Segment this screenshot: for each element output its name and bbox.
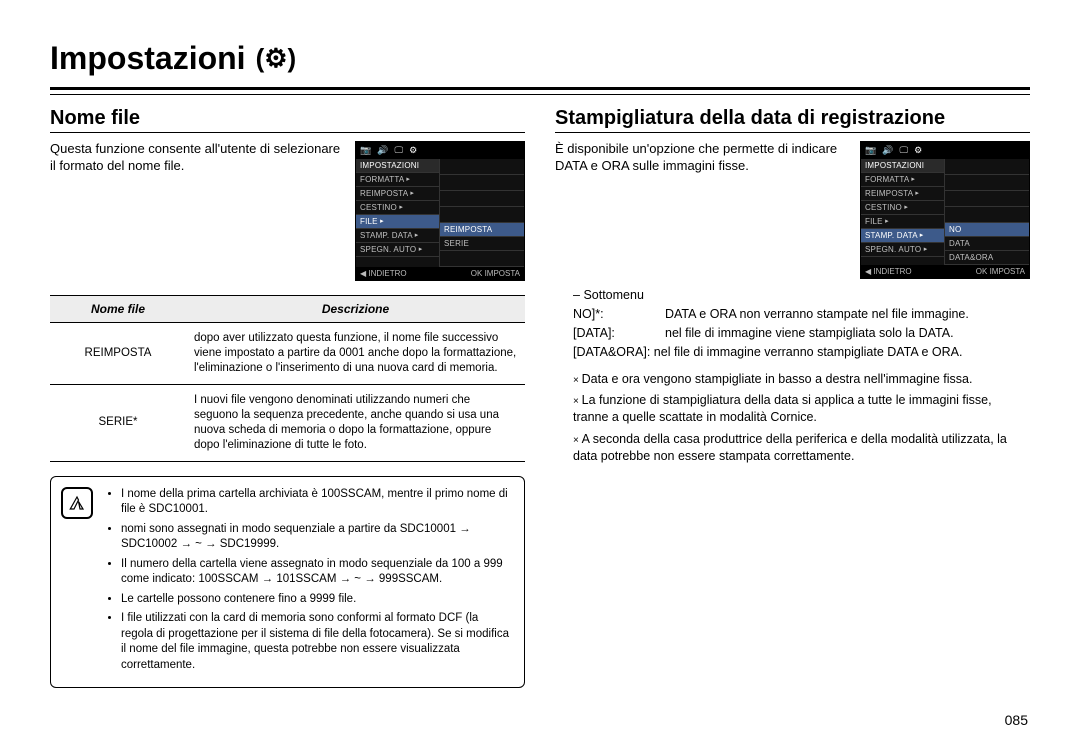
camera-menu-screenshot-left: 📷 🔊 🖵 ⚙ IMPOSTAZIONIFORMATTA ▸REIMPOSTA … [355,141,525,281]
table-header-desc: Descrizione [186,296,525,323]
gear-icon: ⚙ [914,145,922,156]
display-icon: 🖵 [899,145,908,156]
cam-top-icons: 📷 🔊 🖵 ⚙ [861,142,1029,159]
cam-grid: IMPOSTAZIONIFORMATTA ▸REIMPOSTA ▸CESTINO… [356,159,524,267]
cam-menu-row: CESTINO ▸ [356,201,439,215]
right-column: Stampigliatura della data di registrazio… [555,107,1030,688]
table-cell-desc: dopo aver utilizzato questa funzione, il… [186,323,525,385]
cam-menu-row: CESTINO ▸ [861,201,944,215]
sound-icon: 🔊 [882,145,893,156]
submenu-key: NO]*: [573,306,659,323]
cam-menu-row: REIMPOSTA ▸ [356,187,439,201]
cam-back-label: ◀ INDIETRO [360,269,407,278]
right-intro-row: È disponibile un'opzione che permette di… [555,141,1030,279]
content-columns: Nome file Questa funzione consente all'u… [50,107,1030,688]
note-icon [61,487,93,519]
submenu-label: Sottomenu [573,287,1030,304]
table-cell-desc: I nuovi file vengono denominati utilizza… [186,384,525,461]
page-title: Impostazioni [50,40,246,77]
note-item: Il numero della cartella viene assegnato… [121,557,512,588]
cam-menu-row [945,207,1029,223]
cam-menu-row: REIMPOSTA [440,223,524,237]
table-cell-name: REIMPOSTA [50,323,186,385]
cam-menu-row: DATA [945,237,1029,251]
cam-menu-row: DATA&ORA [945,251,1029,265]
cam-left-col: IMPOSTAZIONIFORMATTA ▸REIMPOSTA ▸CESTINO… [356,159,440,267]
cam-menu-row: FORMATTA ▸ [861,173,944,187]
submenu-value: DATA e ORA non verranno stampate nel fil… [665,306,1030,323]
cam-menu-row [440,251,524,267]
cam-menu-row [440,207,524,223]
manual-page: Impostazioni (⚙) Nome file Questa funzio… [0,0,1080,746]
table-row: SERIE*I nuovi file vengono denominati ut… [50,384,525,461]
cam-bottom-bar: ◀ INDIETRO OK IMPOSTA [861,265,1029,278]
submenu-block: Sottomenu NO]*: DATA e ORA non verranno s… [555,287,1030,361]
cam-menu-row: IMPOSTAZIONI [861,159,944,173]
table-cell-name: SERIE* [50,384,186,461]
section-title-left: Nome file [50,107,525,133]
submenu-wide-row: [DATA&ORA]: nel file di immagine verrann… [573,344,1030,361]
submenu-key: [DATA]: [573,325,659,342]
asterisk-note-list: Data e ora vengono stampigliate in basso… [555,371,1030,465]
cam-menu-row: STAMP. DATA ▸ [356,229,439,243]
submenu-value: nel file di immagine viene stampigliata … [665,325,1030,342]
cam-right-col: REIMPOSTASERIE [440,159,524,267]
display-icon: 🖵 [394,145,403,156]
asterisk-note-item: La funzione di stampigliatura della data… [573,392,1030,426]
note-list: I nome della prima cartella archiviata è… [105,487,512,678]
submenu-grid: NO]*: DATA e ORA non verranno stampate ne… [573,306,1030,342]
cam-menu-row [945,159,1029,175]
page-number: 085 [1005,712,1028,728]
asterisk-note-item: A seconda della casa produttrice della p… [573,431,1030,465]
note-item: I nome della prima cartella archiviata è… [121,487,512,518]
options-table: Nome file Descrizione REIMPOSTAdopo aver… [50,295,525,462]
camera-icon: 📷 [360,145,371,156]
asterisk-note-item: Data e ora vengono stampigliate in basso… [573,371,1030,388]
cam-bottom-bar: ◀ INDIETRO OK IMPOSTA [356,267,524,280]
camera-icon: 📷 [865,145,876,156]
table-header-name: Nome file [50,296,186,323]
cam-menu-row: SPEGN. AUTO ▸ [356,243,439,257]
cam-top-icons: 📷 🔊 🖵 ⚙ [356,142,524,159]
cam-grid: IMPOSTAZIONIFORMATTA ▸REIMPOSTA ▸CESTINO… [861,159,1029,265]
note-item: nomi sono assegnati in modo sequenziale … [121,522,512,553]
left-intro-text: Questa funzione consente all'utente di s… [50,141,345,175]
cam-back-label: ◀ INDIETRO [865,267,912,276]
cam-menu-row: STAMP. DATA ▸ [861,229,944,243]
note-item: Le cartelle possono contenere fino a 999… [121,592,512,608]
right-intro-text: È disponibile un'opzione che permette di… [555,141,850,175]
cam-menu-row [440,159,524,175]
cam-menu-row [945,191,1029,207]
note-box: I nome della prima cartella archiviata è… [50,476,525,689]
sound-icon: 🔊 [377,145,388,156]
note-item: I file utilizzati con la card di memoria… [121,611,512,673]
cam-menu-row [440,175,524,191]
cam-menu-row: FILE ▸ [861,215,944,229]
section-title-right: Stampigliatura della data di registrazio… [555,107,1030,133]
cam-menu-row [945,175,1029,191]
title-rule [50,87,1030,95]
gear-icon: ⚙ [409,145,417,156]
cam-right-col: NODATADATA&ORA [945,159,1029,265]
left-intro-row: Questa funzione consente all'utente di s… [50,141,525,281]
gear-icon: (⚙) [256,43,297,74]
cam-menu-row: SPEGN. AUTO ▸ [861,243,944,257]
cam-menu-row: FILE ▸ [356,215,439,229]
left-column: Nome file Questa funzione consente all'u… [50,107,525,688]
cam-menu-row: FORMATTA ▸ [356,173,439,187]
cam-left-col: IMPOSTAZIONIFORMATTA ▸REIMPOSTA ▸CESTINO… [861,159,945,265]
cam-menu-row: NO [945,223,1029,237]
camera-menu-screenshot-right: 📷 🔊 🖵 ⚙ IMPOSTAZIONIFORMATTA ▸REIMPOSTA … [860,141,1030,279]
table-row: REIMPOSTAdopo aver utilizzato questa fun… [50,323,525,385]
cam-menu-row: SERIE [440,237,524,251]
cam-ok-label: OK IMPOSTA [471,269,520,278]
cam-menu-row: REIMPOSTA ▸ [861,187,944,201]
page-title-row: Impostazioni (⚙) [50,40,1030,83]
cam-ok-label: OK IMPOSTA [976,267,1025,276]
cam-menu-row [440,191,524,207]
cam-menu-row: IMPOSTAZIONI [356,159,439,173]
